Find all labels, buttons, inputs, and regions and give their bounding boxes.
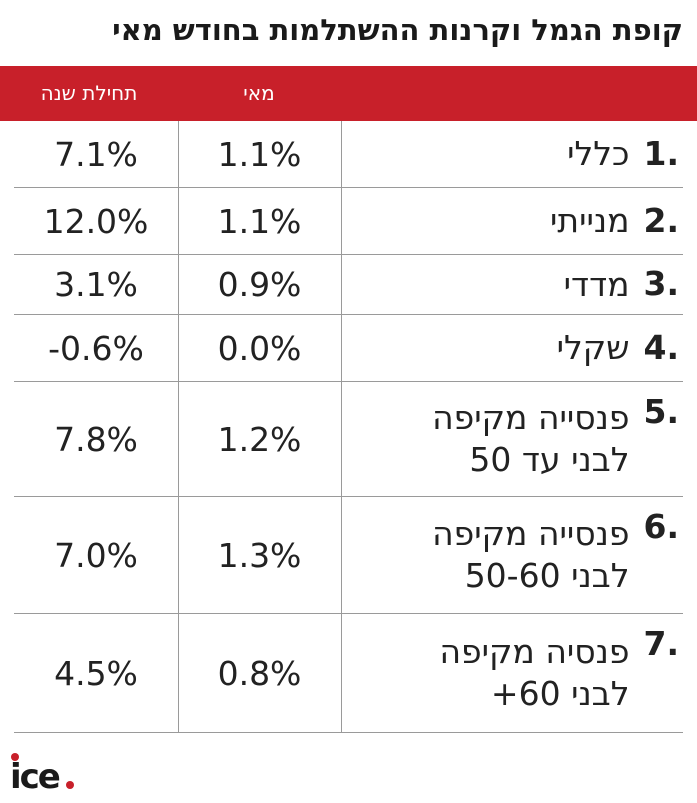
fund-name-cell: 7. פנסיה מקיפה לבני 60+ xyxy=(353,614,683,732)
may-value: 1.1% xyxy=(217,134,302,174)
ytd-value: 3.1% xyxy=(54,265,138,304)
fund-name: מדדי xyxy=(563,264,630,304)
rank-number: 4. xyxy=(643,327,680,367)
table-row: 7.8% 1.2% 5. פנסייה מקיפה לבני עד 50 xyxy=(14,382,683,497)
table-row: 12.0% 1.1% 2. מנייתי xyxy=(14,188,683,255)
ytd-value: 12.0% xyxy=(43,201,149,241)
may-value: 0.8% xyxy=(217,653,302,693)
rank-number: 2. xyxy=(643,200,680,240)
fund-name: פנסייה מקיפה לבני 50-60 xyxy=(432,514,630,595)
fund-name: שקלי xyxy=(556,328,630,367)
rank-number: 7. xyxy=(643,624,680,663)
table-row: 3.1% 0.9% 3. מדדי xyxy=(14,255,683,315)
table-row: -0.6% 0.0% 4. שקלי xyxy=(14,315,683,382)
fund-name-cell: 1. כללי xyxy=(353,121,683,187)
fund-name: פנסייה מקיפה לבני עד 50 xyxy=(432,398,630,479)
chart-title: קופת הגמל וקרנות ההשתלמות בחודש מאי xyxy=(112,13,683,47)
column-divider xyxy=(178,121,179,733)
table-row: 7.0% 1.3% 6. פנסייה מקיפה לבני 50-60 xyxy=(14,497,683,614)
may-value: 1.2% xyxy=(217,419,302,459)
fund-name-cell: 3. מדדי xyxy=(353,255,683,314)
fund-name-cell: 5. פנסייה מקיפה לבני עד 50 xyxy=(353,382,683,496)
table-header-bar: תחילת שנה מאי xyxy=(0,66,697,121)
column-header-ytd: תחילת שנה xyxy=(40,81,138,105)
column-header-may: מאי xyxy=(243,81,275,105)
fund-name-cell: 2. מנייתי xyxy=(353,188,683,254)
fund-name-cell: 6. פנסייה מקיפה לבני 50-60 xyxy=(353,497,683,613)
rank-number: 1. xyxy=(643,133,680,173)
rank-number: 3. xyxy=(643,264,680,303)
may-value: 1.1% xyxy=(217,201,302,241)
fund-name: מנייתי xyxy=(550,201,630,240)
fund-name: כללי xyxy=(567,134,630,173)
ytd-value: -0.6% xyxy=(48,328,144,368)
may-value: 0.9% xyxy=(217,265,302,304)
svg-text:ice: ice xyxy=(10,757,60,794)
table-row: 4.5% 0.8% 7. פנסיה מקיפה לבני 60+ xyxy=(14,614,683,733)
column-divider xyxy=(341,121,342,733)
ytd-value: 7.0% xyxy=(54,535,138,575)
ice-logo: ice xyxy=(10,753,74,794)
may-value: 1.3% xyxy=(217,535,302,575)
fund-name-cell: 4. שקלי xyxy=(353,315,683,381)
ytd-value: 7.1% xyxy=(54,134,138,174)
returns-table: 7.1% 1.1% 1. כללי 12.0% 1.1% 2. מנייתי 3.1% 0.9% 3… xyxy=(14,121,683,733)
ytd-value: 7.8% xyxy=(54,419,138,459)
ytd-value: 4.5% xyxy=(54,653,138,693)
rank-number: 5. xyxy=(643,392,680,431)
may-value: 0.0% xyxy=(217,328,302,368)
table-row: 7.1% 1.1% 1. כללי xyxy=(14,121,683,188)
fund-name: פנסיה מקיפה לבני 60+ xyxy=(439,632,630,713)
rank-number: 6. xyxy=(643,507,680,546)
